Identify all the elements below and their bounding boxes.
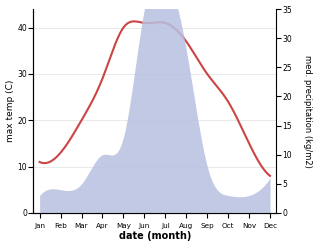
Y-axis label: med. precipitation (kg/m2): med. precipitation (kg/m2) xyxy=(303,55,313,167)
X-axis label: date (month): date (month) xyxy=(119,231,191,242)
Y-axis label: max temp (C): max temp (C) xyxy=(5,80,15,142)
